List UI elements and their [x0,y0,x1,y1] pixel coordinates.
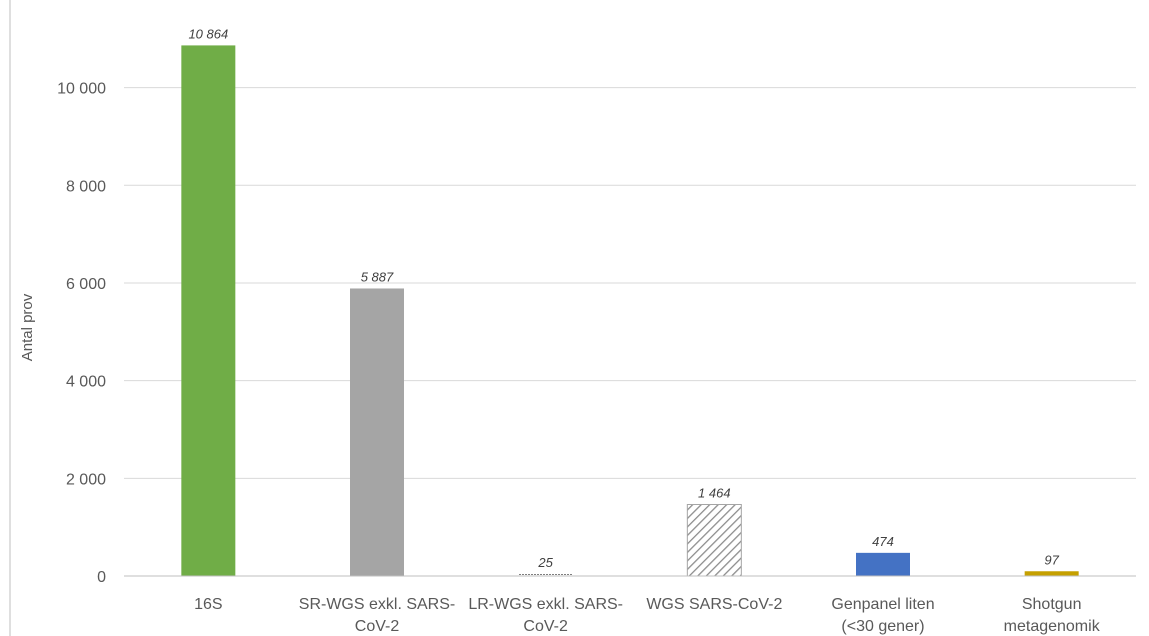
x-tick-label: Shotgun [1022,596,1082,613]
x-tick-label: SR-WGS exkl. SARS- [299,596,455,613]
y-tick-label: 8 000 [66,178,106,195]
bar [350,288,404,576]
x-axis-tick-labels: 16S SR-WGS exkl. SARS- CoV-2 LR-WGS exkl. S… [194,596,1101,635]
data-label: 1 464 [698,485,731,500]
y-tick-label: 6 000 [66,276,106,293]
data-label: 5 887 [361,269,394,284]
data-labels: 10 864 5 887 25 1 464 474 97 [188,26,1059,570]
data-label: 25 [537,555,553,570]
bar [686,503,742,577]
bar [856,552,910,576]
bar [1024,571,1079,576]
x-tick-label: Genpanel liten [831,596,934,613]
x-tick-label: WGS SARS-CoV-2 [646,596,782,613]
data-label: 97 [1044,552,1059,567]
bar [518,574,573,576]
gridlines [124,87,1136,479]
y-tick-label: 4 000 [66,374,106,391]
x-tick-label: metagenomik [1004,618,1101,635]
y-axis-tick-labels: 0 2 000 4 000 6 000 8 000 10 000 [57,81,106,586]
data-label: 10 864 [188,26,228,41]
y-axis-label: Antal prov [19,293,36,361]
bars [181,45,1079,577]
x-tick-label: CoV-2 [523,618,568,635]
x-tick-label: (<30 gener) [841,618,924,635]
y-tick-label: 2 000 [66,471,106,488]
y-tick-label: 10 000 [57,81,106,98]
x-tick-label: LR-WGS exkl. SARS- [468,596,623,613]
bar [181,45,236,577]
data-label: 474 [872,534,894,549]
y-tick-label: 0 [97,569,106,586]
x-tick-label: 16S [194,596,222,613]
x-tick-label: CoV-2 [355,618,400,635]
